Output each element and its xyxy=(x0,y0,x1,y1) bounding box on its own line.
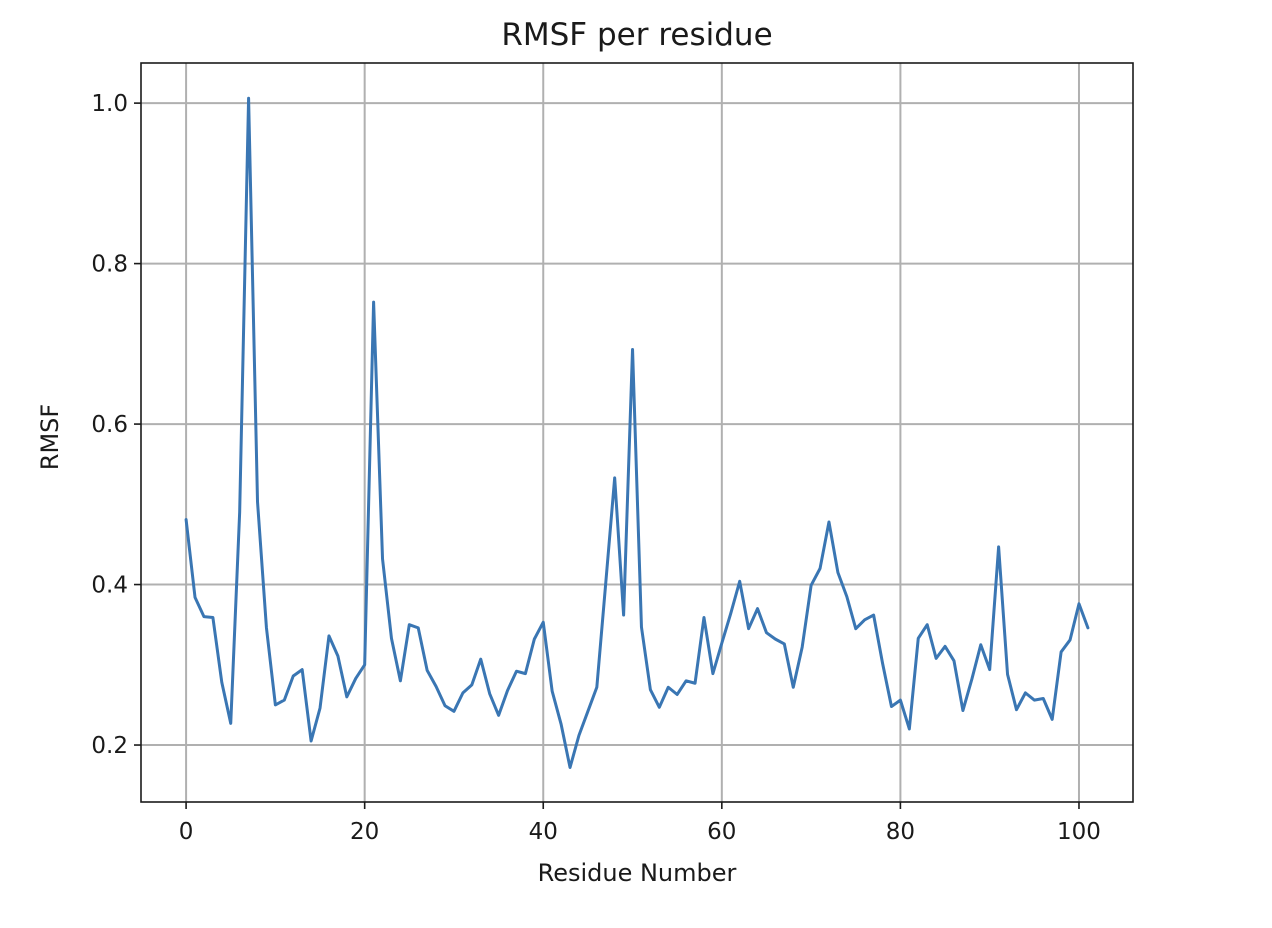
tick-layer: 0 20 40 60 80 100 0.2 0.4 0.6 0.8 1.0 xyxy=(91,91,1101,845)
x-tick-label: 100 xyxy=(1057,819,1101,845)
axes-frame xyxy=(140,62,1134,803)
x-tick-label: 80 xyxy=(886,819,915,845)
x-tick-label: 0 xyxy=(179,819,194,845)
y-tick-label: 0.6 xyxy=(91,412,128,438)
x-axis-label: Residue Number xyxy=(538,859,737,887)
y-tick-label: 0.2 xyxy=(91,733,128,759)
y-tick-label: 1.0 xyxy=(91,91,128,117)
y-tick-label: 0.8 xyxy=(91,252,128,278)
y-axis-label: RMSF xyxy=(36,404,64,470)
x-tick-label: 60 xyxy=(707,819,736,845)
y-tick-label: 0.4 xyxy=(91,573,128,599)
series-layer xyxy=(184,96,1090,769)
rmsf-series-line xyxy=(184,96,1090,769)
grid-layer xyxy=(141,63,1133,802)
chart-title: RMSF per residue xyxy=(501,17,772,53)
x-tick-label: 40 xyxy=(529,819,558,845)
x-tick-label: 20 xyxy=(350,819,379,845)
